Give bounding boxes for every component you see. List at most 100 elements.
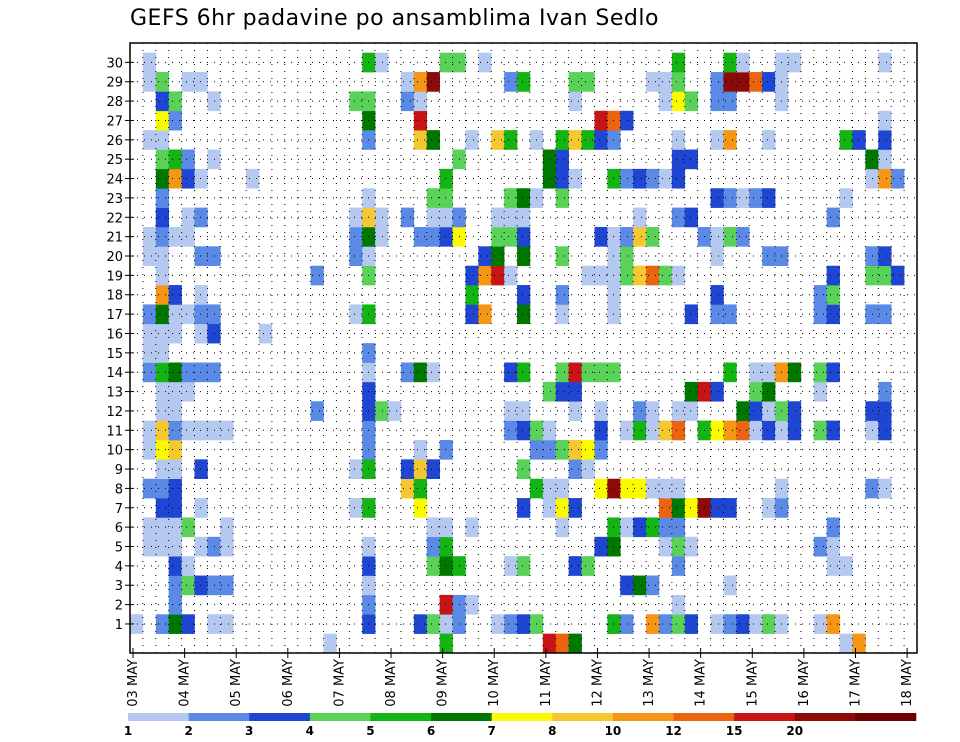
heatmap-cell — [155, 149, 169, 170]
heatmap-cell — [194, 498, 208, 518]
heatmap-cell — [620, 614, 634, 634]
x-axis: 03 MAY 04 MAY 05 MAY 06 MAY 07 MAY 08 MAY 09 M… — [126, 648, 915, 707]
heatmap-cell — [142, 323, 157, 344]
heatmap-cell — [168, 323, 182, 344]
heatmap-cell — [517, 614, 531, 634]
heatmap-cell — [181, 168, 195, 189]
heatmap-cell — [439, 594, 453, 615]
y-tick-label: 15 — [106, 347, 123, 362]
heatmap-cell — [568, 633, 582, 654]
heatmap-cell — [439, 188, 453, 208]
colorbar-label: 10 — [605, 724, 622, 738]
heatmap-cell — [646, 614, 660, 634]
heatmap-cell — [349, 246, 363, 266]
heatmap-cell — [155, 130, 169, 150]
colorbar-label: 1 — [124, 724, 132, 738]
heatmap-cell — [168, 614, 182, 634]
y-tick-label: 20 — [106, 250, 123, 265]
heatmap-cell — [168, 517, 182, 538]
heatmap-cell — [684, 498, 698, 518]
y-tick-label: 9 — [115, 463, 123, 478]
heatmap-cell — [310, 401, 324, 421]
heatmap-cell — [710, 614, 724, 634]
y-tick-label: 27 — [106, 114, 123, 129]
heatmap-cell — [762, 72, 776, 92]
heatmap-cell — [826, 556, 840, 576]
heatmap-cell — [168, 285, 182, 305]
y-tick-label: 13 — [106, 386, 123, 401]
heatmap-cell — [465, 285, 479, 305]
heatmap-cell — [400, 459, 415, 480]
colorbar-swatch — [794, 713, 856, 721]
heatmap-cell — [865, 168, 879, 189]
heatmap-cell — [762, 246, 776, 266]
heatmap-cell — [491, 207, 505, 228]
heatmap-cell — [633, 401, 647, 421]
heatmap-cell — [439, 633, 453, 654]
heatmap-cell — [878, 130, 892, 150]
heatmap-cell — [155, 401, 169, 421]
colorbar-label: 7 — [488, 724, 496, 738]
colorbar-label: 4 — [306, 724, 314, 738]
x-tick-label: 16 MAY — [797, 659, 812, 707]
heatmap-cell — [413, 72, 428, 92]
heatmap-cell — [749, 72, 763, 92]
heatmap-cell — [155, 498, 169, 518]
heatmap-cell — [491, 614, 505, 634]
heatmap-cell — [168, 401, 182, 421]
heatmap-cell — [555, 362, 569, 383]
heatmap-cell — [181, 149, 195, 170]
colorbar-swatch — [249, 713, 311, 721]
y-axis: 1234567891011121314151617181920212223242… — [106, 56, 134, 633]
heatmap-cell — [517, 72, 531, 92]
heatmap-cell — [155, 226, 169, 247]
y-tick-label: 18 — [106, 289, 123, 304]
heatmap-cell — [155, 110, 169, 131]
heatmap-cell — [736, 401, 750, 421]
heatmap-cell — [839, 556, 853, 576]
heatmap-cell — [491, 226, 505, 247]
heatmap-cell — [568, 91, 582, 112]
heatmap-cell — [168, 556, 182, 576]
heatmap-cell — [375, 226, 389, 247]
heatmap-cell — [168, 478, 182, 499]
y-tick-label: 22 — [106, 211, 123, 226]
heatmap-cell — [439, 226, 453, 247]
heatmap-cell — [762, 362, 776, 383]
heatmap-cell — [517, 226, 531, 247]
heatmap-cell — [375, 52, 389, 73]
heatmap-cell — [646, 401, 660, 421]
colorbar: 1 2 3 4 5 6 7 8 10 12 15 20 — [124, 713, 917, 738]
heatmap-cell — [555, 149, 569, 170]
heatmap-cell — [684, 304, 698, 325]
y-tick-label: 3 — [115, 579, 123, 594]
heatmap-cell — [813, 381, 827, 402]
heatmap-cell — [517, 498, 531, 518]
x-tick-label: 07 MAY — [332, 659, 347, 707]
heatmap-cell — [826, 265, 840, 286]
heatmap-cell — [349, 91, 363, 112]
heatmap-cell — [710, 285, 724, 305]
heatmap-cell — [426, 614, 440, 634]
heatmap-cell — [181, 362, 195, 383]
heatmap-cell — [542, 168, 557, 189]
heatmap-cell — [517, 556, 531, 576]
x-tick-label: 11 MAY — [539, 659, 554, 707]
heatmap-cell — [426, 459, 440, 480]
x-tick-label: 14 MAY — [694, 659, 709, 707]
heatmap-cell — [220, 614, 234, 634]
heatmap-cell — [749, 188, 763, 208]
y-tick-label: 5 — [115, 540, 123, 555]
heatmap-cell — [723, 575, 737, 596]
heatmap-cell — [155, 323, 169, 344]
heatmap-cell — [865, 304, 879, 325]
heatmap-cell — [736, 72, 750, 92]
colorbar-swatch — [491, 713, 553, 721]
heatmap-cell — [568, 362, 582, 383]
heatmap-cell — [839, 633, 853, 654]
heatmap-cell — [155, 362, 169, 383]
colorbar-label: 8 — [548, 724, 556, 738]
y-tick-label: 17 — [106, 308, 123, 323]
heatmap-cell — [375, 401, 389, 421]
heatmap-cell — [181, 420, 195, 441]
